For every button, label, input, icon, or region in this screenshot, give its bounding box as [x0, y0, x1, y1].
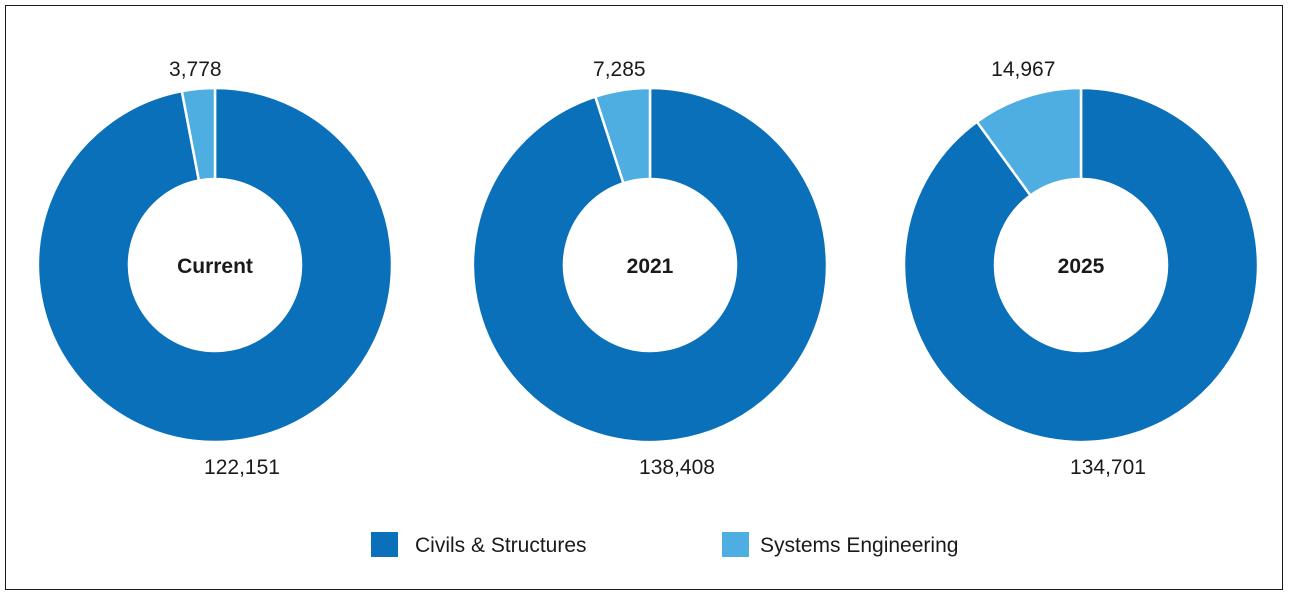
data-label-civils-and-structures: 122,151 — [204, 456, 280, 479]
legend: Civils & Structures Systems Engineering — [371, 532, 958, 557]
legend-swatch — [722, 532, 749, 557]
slice-civils-and-structures — [471, 86, 829, 444]
center-label: 2021 — [627, 255, 674, 278]
legend-swatch — [371, 532, 398, 557]
legend-item-civils-and-structures: Civils & Structures — [371, 532, 587, 557]
data-label-systems-engineering: 3,778 — [169, 58, 222, 81]
donut-2021: 2021 7,285 138,408 — [471, 58, 829, 479]
legend-label: Civils & Structures — [415, 534, 587, 557]
data-label-civils-and-structures: 138,408 — [639, 456, 715, 479]
slice-systems-engineering — [180, 86, 217, 182]
center-label: Current — [177, 255, 253, 278]
legend-item-systems-engineering: Systems Engineering — [722, 532, 958, 557]
slice-systems-engineering — [593, 86, 652, 185]
donut-group: Current 3,778 122,151 2021 7,285 138,408 2025 1… — [36, 58, 1260, 479]
data-label-systems-engineering: 14,967 — [991, 58, 1055, 81]
slice-civils-and-structures — [902, 86, 1260, 444]
donut-2025: 2025 14,967 134,701 — [902, 58, 1260, 479]
data-label-systems-engineering: 7,285 — [593, 58, 646, 81]
slice-civils-and-structures — [36, 86, 394, 444]
data-label-civils-and-structures: 134,701 — [1070, 456, 1146, 479]
legend-label: Systems Engineering — [760, 534, 958, 557]
slice-systems-engineering — [975, 86, 1083, 198]
donut-current: Current 3,778 122,151 — [36, 58, 394, 479]
center-label: 2025 — [1058, 255, 1105, 278]
